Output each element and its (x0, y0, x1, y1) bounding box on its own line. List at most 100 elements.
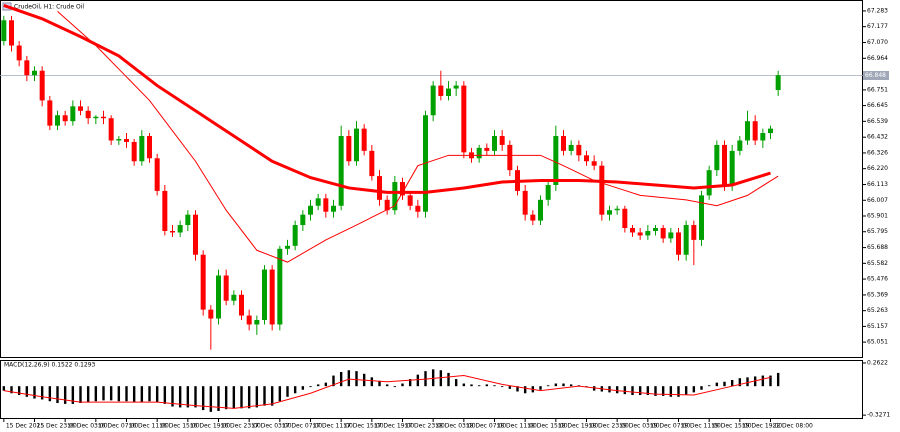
macd-bar (171, 386, 174, 407)
macd-bar (94, 386, 98, 402)
y-tick-label: 66.751 (867, 86, 888, 93)
candle-body (453, 85, 459, 89)
candle-body (691, 225, 697, 240)
candle-body (124, 138, 129, 142)
macd-bar (623, 386, 627, 395)
candle-body (476, 147, 482, 159)
candle-body (660, 228, 666, 239)
candle-body (591, 161, 597, 166)
macd-bar (79, 386, 82, 404)
macd-bar (470, 384, 473, 387)
candle-body (752, 121, 758, 141)
candle-body (461, 85, 467, 153)
candle-body (377, 176, 382, 200)
y-tick-label: 65.476 (867, 276, 888, 283)
candle-body (39, 70, 45, 101)
candle-body (32, 70, 37, 76)
y-tick-label: 67.283 (867, 7, 888, 14)
macd-signal (3, 375, 771, 409)
macd-bar (378, 380, 381, 387)
candle-body (1, 20, 7, 42)
macd-bar (370, 377, 374, 387)
x-tick-label: 17 Dec 19:00 (374, 423, 415, 430)
macd-bar (431, 369, 435, 387)
macd-bar (761, 375, 765, 387)
candle-body (630, 228, 635, 233)
x-tick-label: 15 Dec 2025 (6, 423, 45, 430)
candle-body (699, 195, 704, 240)
candle-body (246, 315, 252, 325)
candle-body (415, 205, 421, 212)
macd-bar (117, 386, 121, 402)
x-tick-label: 18 Dec 23:00 (589, 423, 630, 430)
candle-body (315, 198, 321, 206)
macd-bar (240, 386, 243, 409)
macd-bar (416, 374, 420, 387)
macd-bar (746, 377, 749, 387)
macd-bar (500, 386, 504, 388)
candle-body (400, 182, 405, 196)
candle-body (737, 140, 743, 151)
x-tick-label: 19 Dec 07:00 (650, 423, 691, 430)
candle-body (200, 254, 206, 310)
candle-body (147, 136, 152, 159)
y-tick-label: 66.539 (867, 118, 888, 125)
candle-body (308, 205, 313, 215)
candle-body (193, 214, 198, 255)
macd-bar (2, 386, 6, 391)
x-tick-label: 19 Dec 11:00 (681, 423, 722, 430)
candle-body (239, 294, 244, 316)
x-tick-label: 15 Dec 23:00 (37, 423, 78, 430)
candle-body (346, 136, 352, 162)
macd-bar (447, 372, 450, 387)
x-tick-label: 19 Dec 19:00 (742, 423, 783, 430)
candle-body (361, 128, 367, 151)
y-tick-label: 66.645 (867, 102, 888, 109)
x-tick-label: 18 Dec 11:00 (497, 423, 538, 430)
candle-body (369, 150, 375, 177)
candle-body (676, 232, 681, 255)
macd-bar (125, 386, 128, 402)
macd-bar (194, 386, 197, 408)
candle-body (108, 118, 114, 141)
candle-body (101, 116, 106, 119)
candle-body (9, 20, 14, 46)
candle-body (492, 136, 497, 151)
macd-bar (385, 384, 389, 387)
candle-body (553, 136, 559, 185)
macd-bar (71, 386, 75, 404)
macd-bar (309, 386, 312, 388)
candle-body (338, 136, 344, 206)
candle-body (522, 190, 528, 215)
x-tick-label: 17 Dec 11:00 (313, 423, 354, 430)
macd-bar (217, 386, 220, 411)
macd-bar (485, 384, 489, 387)
x-tick-label: 17 Dec 07:00 (282, 423, 323, 430)
candle-body (131, 141, 137, 162)
candle-body (438, 85, 444, 96)
candle-body (392, 182, 398, 211)
candle-body (93, 116, 99, 119)
y-tick-label: 66.007 (867, 197, 888, 204)
macd-bar (554, 383, 558, 387)
candle-body (285, 245, 290, 249)
last-price-box (863, 70, 889, 80)
macd-bar (148, 386, 151, 402)
macd-bar (339, 372, 343, 387)
macd-bar (462, 383, 466, 387)
candle-body (622, 208, 628, 229)
macd-bar (209, 386, 213, 412)
x-tick-label: 17 Dec 23:00 (405, 423, 446, 430)
candle-body (607, 210, 612, 215)
candle-body (507, 144, 513, 171)
macd-bar (48, 386, 52, 402)
macd-bar (493, 385, 496, 387)
y-tick-label: 66.964 (867, 55, 888, 62)
y-tick-label: 65.051 (867, 339, 888, 346)
candle-body (208, 309, 214, 319)
y-tick-label: 66.326 (867, 149, 888, 156)
candle-body (576, 144, 582, 156)
candle-body (154, 158, 160, 191)
x-tick-label: 19 Dec 15:00 (711, 423, 752, 430)
macd-bar (86, 386, 90, 403)
